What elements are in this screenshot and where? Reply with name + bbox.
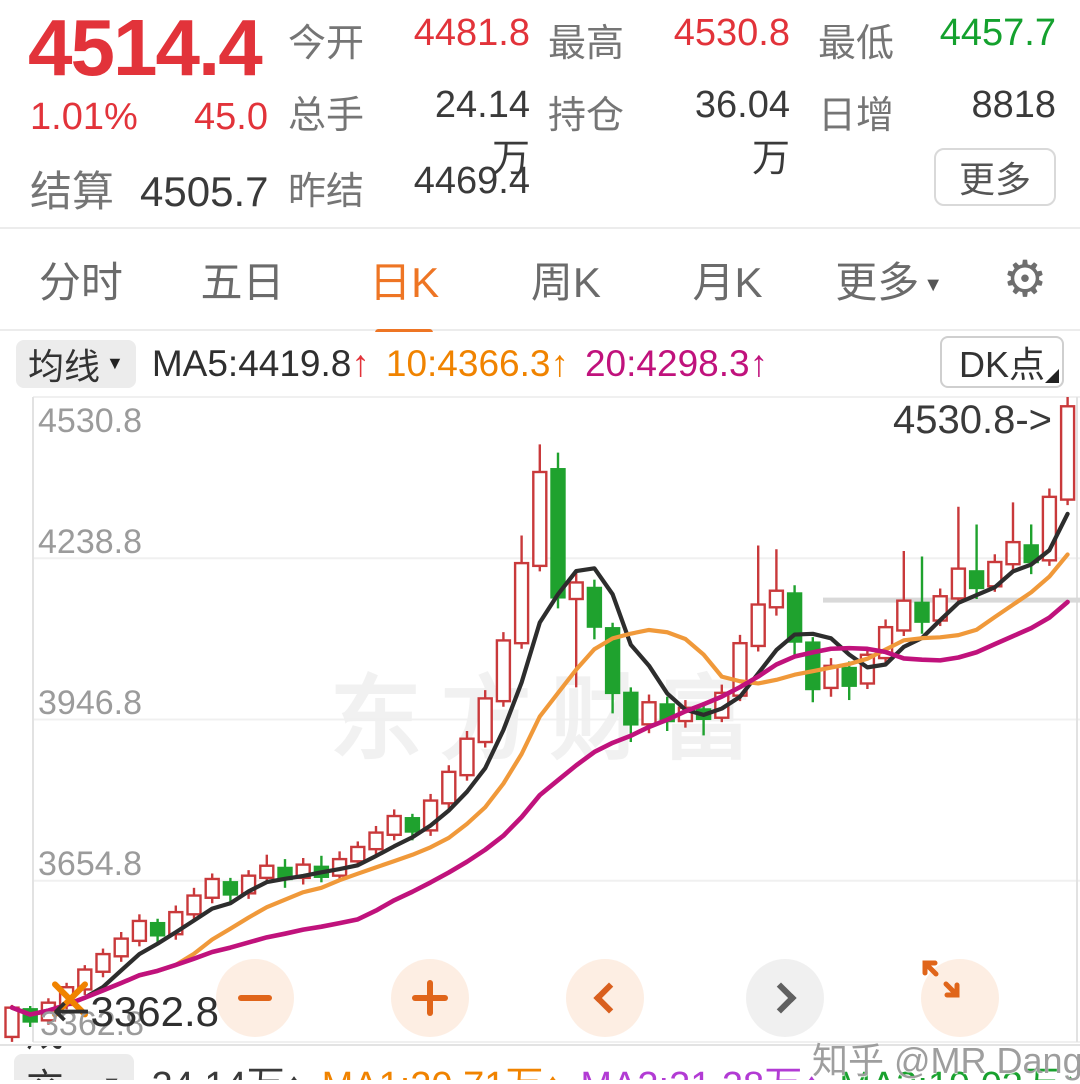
up-arrow-icon: ↑ bbox=[1061, 1065, 1080, 1080]
ma5-legend: MA5:4419.8↑ bbox=[151, 342, 370, 384]
tab-monthly-k[interactable]: 月K bbox=[692, 258, 763, 306]
high-value: 4530.8 bbox=[673, 12, 790, 54]
chevron-down-icon: ▼ bbox=[106, 353, 124, 373]
y-axis-label: 3946.8 bbox=[38, 684, 142, 722]
settle-value: 4505.7 bbox=[140, 168, 269, 215]
volume-ma2: MA2:21.28万↑ bbox=[580, 1054, 821, 1080]
up-arrow-icon: ↑ bbox=[749, 342, 769, 384]
open-value: 4481.8 bbox=[413, 12, 530, 54]
chevron-right-icon bbox=[765, 982, 797, 1014]
pan-left-button[interactable] bbox=[566, 959, 644, 1037]
field-volume: 总手 24.14万 bbox=[288, 84, 530, 180]
volume-indicator-selector[interactable]: 成交量▼ bbox=[14, 1046, 134, 1081]
left-arrow-icon: ← bbox=[52, 983, 91, 1037]
volume-value: 24.14万 bbox=[434, 84, 530, 180]
low-value: 4457.7 bbox=[939, 12, 1056, 54]
y-axis-label: 4530.8 bbox=[38, 402, 142, 440]
tab-weekly-k[interactable]: 周K bbox=[530, 258, 601, 306]
volume-value: 24.14万↑ bbox=[152, 1054, 304, 1080]
resize-corner-icon bbox=[1045, 369, 1059, 383]
volume-pane-header: 成交量▼ 24.14万↑ MA1:20.71万↑ MA2:21.28万↑ MA3… bbox=[0, 1044, 1080, 1080]
up-arrow-icon: ↑ bbox=[550, 342, 569, 384]
period-tabbar: 分时 五日 日K 周K 月K 更多 ▼ ⚙ bbox=[0, 227, 1080, 336]
field-daily-increase: 日增 8818 bbox=[818, 84, 1056, 137]
chevron-left-icon bbox=[593, 982, 625, 1014]
y-axis-label: 3654.8 bbox=[38, 845, 142, 883]
dk-point-button[interactable]: DK点 bbox=[940, 336, 1064, 388]
tab-fenshi[interactable]: 分时 bbox=[38, 258, 123, 306]
up-arrow-icon: ↑ bbox=[351, 342, 370, 384]
daily-increase-value: 8818 bbox=[971, 84, 1056, 126]
ma-legend-bar: 均线 ▼ MA5:4419.8↑ 10:4366.3↑ 20:4298.3↑ DK… bbox=[0, 332, 1080, 395]
up-arrow-icon: ↑ bbox=[285, 1065, 304, 1080]
field-prev-settle: 昨结 4469.4 bbox=[288, 160, 530, 213]
more-button[interactable]: 更多 bbox=[934, 148, 1056, 206]
tab-daily-k[interactable]: 日K bbox=[323, 249, 485, 336]
highest-price-marker: 4530.8-> bbox=[893, 398, 1053, 442]
fullscreen-button[interactable] bbox=[921, 959, 999, 1037]
candlestick-chart[interactable]: 东方财富 4530.8 4238.8 3946.8 3654.8 3362.8 … bbox=[0, 395, 1080, 1044]
field-open: 今开 4481.8 bbox=[288, 12, 530, 65]
prev-settle-value: 4469.4 bbox=[413, 160, 530, 202]
gear-icon[interactable]: ⚙ bbox=[1002, 250, 1048, 308]
ma10-legend: 10:4366.3↑ bbox=[385, 342, 569, 384]
ma20-legend: 20:4298.3↑ bbox=[584, 342, 769, 384]
y-axis-label: 3362.8 bbox=[40, 1005, 144, 1043]
settlement-row: 结算 4505.7 bbox=[30, 158, 268, 219]
zoom-out-button[interactable] bbox=[216, 959, 294, 1037]
change-percent: 1.01% bbox=[30, 96, 138, 138]
chevron-down-icon: ▼ bbox=[102, 1073, 122, 1081]
lowest-price-marker: ←3362.8 bbox=[52, 983, 220, 1037]
zoom-in-button[interactable] bbox=[391, 959, 469, 1037]
field-low: 最低 4457.7 bbox=[818, 12, 1056, 65]
expand-arrows-icon bbox=[922, 960, 960, 998]
author-watermark: 知乎 @MR Dang bbox=[812, 1040, 1080, 1081]
tab-five-day[interactable]: 五日 bbox=[200, 258, 285, 306]
up-arrow-icon: ↑ bbox=[802, 1065, 821, 1080]
candlestick-svg bbox=[4, 396, 1080, 1043]
field-high: 最高 4530.8 bbox=[548, 12, 790, 65]
chevron-down-icon: ▼ bbox=[923, 273, 944, 296]
up-arrow-icon: ↑ bbox=[543, 1065, 562, 1080]
quote-header: 4514.4 1.01% 45.0 结算 4505.7 今开 4481.8 最高 … bbox=[0, 0, 1080, 226]
tab-more[interactable]: 更多 ▼ bbox=[835, 258, 944, 306]
change-row: 1.01% 45.0 bbox=[30, 96, 268, 139]
field-open-interest: 持仓 36.04万 bbox=[548, 84, 790, 180]
settle-label: 结算 bbox=[30, 168, 115, 215]
plus-icon bbox=[412, 980, 448, 1016]
y-axis-label: 4238.8 bbox=[38, 523, 142, 561]
last-price: 4514.4 bbox=[28, 3, 263, 92]
change-absolute: 45.0 bbox=[194, 96, 268, 138]
minus-icon bbox=[238, 995, 272, 1001]
average-line-selector[interactable]: 均线 ▼ bbox=[16, 339, 136, 388]
volume-ma1: MA1:20.71万↑ bbox=[322, 1054, 563, 1080]
volume-ma3: MA3:19.03万↑ bbox=[839, 1054, 1080, 1080]
open-interest-value: 36.04万 bbox=[694, 84, 790, 180]
pan-right-button[interactable] bbox=[746, 959, 824, 1037]
